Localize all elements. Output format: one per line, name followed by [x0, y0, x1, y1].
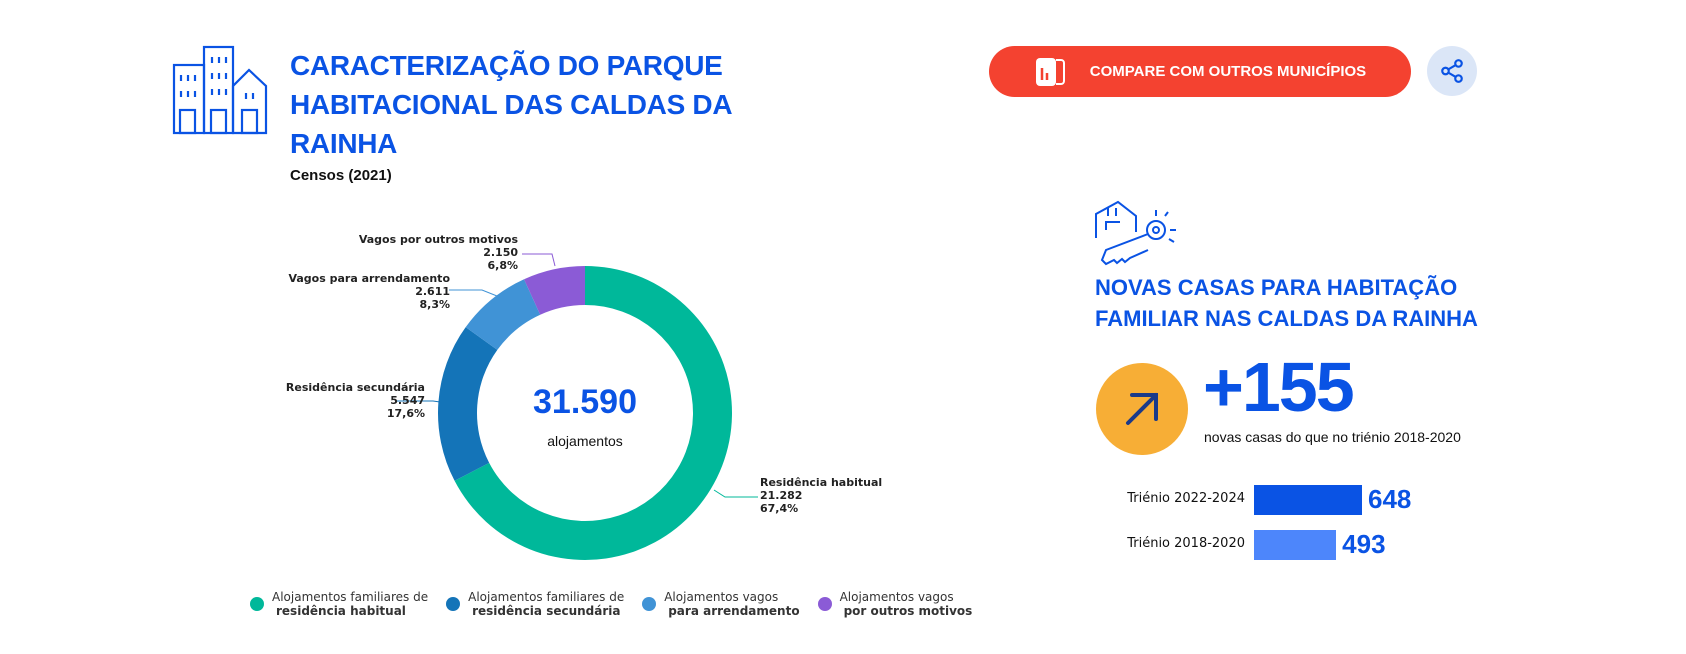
slice-label: Vagos para arrendamento 2.611 8,3%: [240, 272, 450, 311]
legend-dot: [642, 597, 657, 611]
compare-label: COMPARE COM OUTROS MUNICÍPIOS: [1089, 63, 1367, 80]
slice-label-percent-text: 8,3%: [419, 298, 450, 311]
donut-slice-1[interactable]: [438, 327, 498, 481]
donut-center-value: 31.590: [533, 383, 637, 421]
page-subtitle: Censos (2021): [290, 167, 392, 184]
leader-line: [449, 289, 498, 297]
share-icon: [1441, 59, 1463, 83]
donut-slice-3[interactable]: [524, 266, 585, 315]
leader-line: [713, 489, 758, 498]
slice-label-value-text: 2.611: [415, 285, 450, 298]
side-title: NOVAS CASAS PARA HABITAÇÃO FAMILIAR NAS …: [1095, 275, 1478, 331]
legend-item-residencia-secundaria[interactable]: Alojamentos familiares de residência secu…: [446, 590, 624, 618]
house-key-icon: [1095, 200, 1176, 266]
donut-slice-2[interactable]: [465, 279, 541, 350]
leader-line: [395, 400, 441, 403]
legend-dot: [446, 597, 461, 611]
trend-badge: [1096, 363, 1188, 455]
legend-item-residencia-habitual[interactable]: Alojamentos familiares de residência habi…: [250, 590, 428, 618]
legend-item-vagos-arrendamento[interactable]: Alojamentos vagos para arrendamento: [642, 590, 800, 618]
donut-chart: [395, 253, 758, 560]
slice-label: Vagos por outros motivos 2.150 6,8%: [240, 233, 518, 272]
legend-dot: [250, 597, 264, 611]
legend-text: Alojamentos vagos: [664, 590, 779, 604]
legend-text: Alojamentos vagos: [839, 590, 954, 604]
legend-text: Alojamentos familiares de: [272, 590, 429, 604]
legend-dot: [817, 597, 832, 611]
legend-text-bold: residência secundária: [472, 604, 621, 618]
slice-label-value-text: 2.150: [483, 246, 518, 259]
slice-label-value-text: 21.282: [760, 489, 803, 502]
slice-label-percent-text: 17,6%: [386, 407, 425, 420]
slice-label-percent-text: 67,4%: [760, 502, 799, 515]
legend-text-bold: por outros motivos: [843, 604, 973, 618]
chart-icon: [1035, 57, 1065, 86]
compare-button[interactable]: COMPARE COM OUTROS MUNICÍPIOS: [989, 46, 1411, 97]
legend-text-bold: residência habitual: [276, 604, 406, 618]
bar-label: Triénio 2018-2020: [1127, 536, 1245, 551]
delta-text: novas casas do que no triénio 2018-2020: [1204, 429, 1461, 445]
slice-label: Residência habitual 21.282 67,4%: [760, 476, 882, 515]
delta-value: +155: [1203, 348, 1355, 426]
legend-item-vagos-outros[interactable]: Alojamentos vagos por outros motivos: [817, 590, 973, 618]
slice-label-label: Residência secundária: [285, 381, 425, 394]
arrow-up-right-icon: [1126, 393, 1158, 425]
bar-value: 648: [1368, 484, 1412, 514]
slice-label-label: Vagos para arrendamento: [288, 272, 450, 285]
slice-label-label: Residência habitual: [760, 476, 883, 489]
bar: [1254, 530, 1337, 560]
page-title: CARACTERIZAÇÃO DO PARQUE HABITACIONAL DA…: [290, 50, 732, 159]
leader-line: [522, 253, 556, 267]
bar: [1254, 485, 1362, 515]
slice-label-label: Vagos por outros motivos: [358, 233, 518, 246]
share-button[interactable]: [1427, 46, 1477, 96]
slice-label-value-text: 5.547: [390, 394, 425, 407]
donut-center-label: alojamentos: [547, 433, 623, 449]
legend-text: Alojamentos familiares de: [468, 590, 625, 604]
chart-legend: Alojamentos familiares de residência habi…: [250, 590, 972, 618]
legend-text-bold: para arrendamento: [668, 604, 800, 618]
slice-label: Residência secundária 5.547 17,6%: [240, 381, 425, 420]
buildings-icon: [172, 45, 268, 135]
slice-label-percent-text: 6,8%: [487, 259, 518, 272]
bar-label: Triénio 2022-2024: [1127, 491, 1245, 506]
bar-value: 493: [1342, 529, 1386, 559]
